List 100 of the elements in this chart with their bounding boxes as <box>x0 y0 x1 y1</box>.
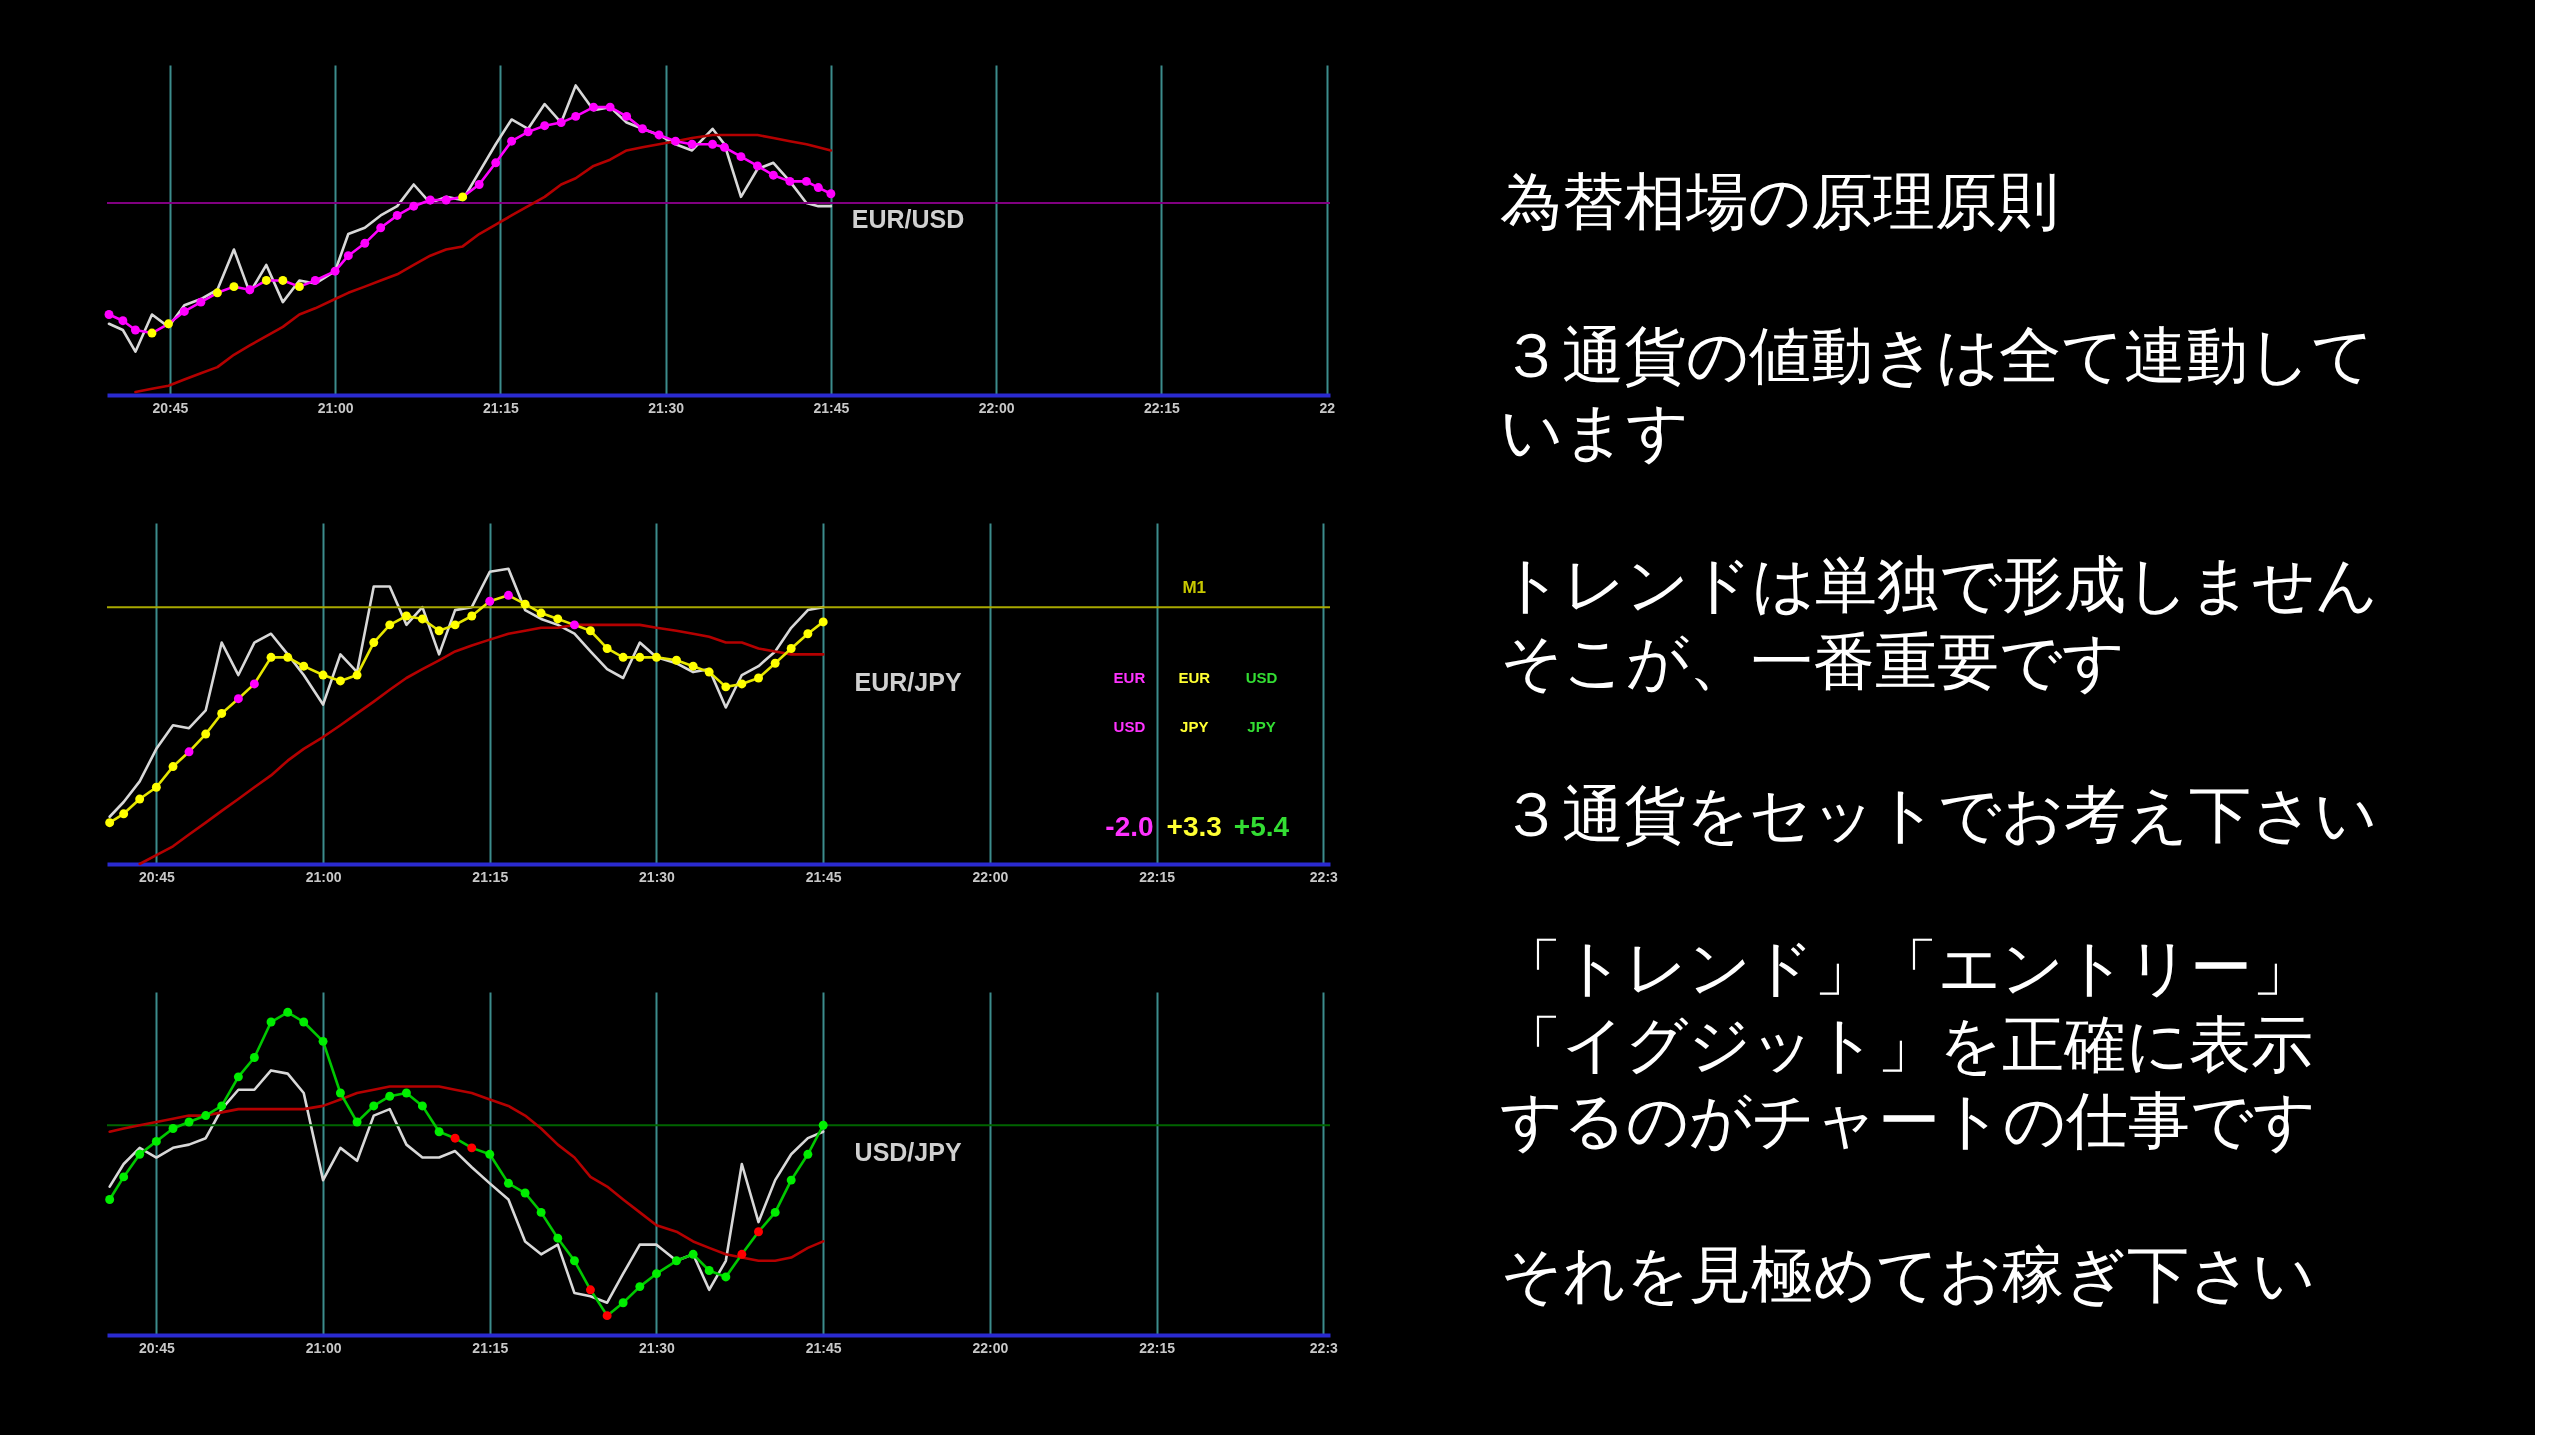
point <box>635 1282 645 1292</box>
point <box>434 626 444 636</box>
point <box>571 111 581 121</box>
point <box>801 176 811 186</box>
point <box>385 620 395 630</box>
point <box>589 102 599 112</box>
x-tick-label: 21:30 <box>648 399 685 416</box>
point <box>672 1256 681 1266</box>
point <box>520 1188 530 1198</box>
point <box>266 652 276 662</box>
point <box>409 201 419 211</box>
x-tick-label: 22:3 <box>1309 868 1339 885</box>
point <box>652 652 661 662</box>
point <box>754 1227 763 1237</box>
point <box>266 1017 276 1027</box>
point <box>151 782 161 792</box>
point <box>119 809 129 819</box>
point <box>654 130 664 140</box>
x-tick-label: 21:00 <box>317 399 354 416</box>
point <box>130 325 140 335</box>
point <box>425 195 435 205</box>
x-tick-label: 22:00 <box>972 868 1009 885</box>
point <box>434 1127 444 1137</box>
point <box>818 617 828 627</box>
point <box>737 1249 747 1259</box>
point <box>417 1101 427 1111</box>
point <box>556 118 566 128</box>
annotation: USD/JPY <box>854 1138 962 1167</box>
point <box>343 251 353 261</box>
point <box>283 652 293 662</box>
x-tick-label: 20:45 <box>138 868 175 885</box>
point <box>201 1111 211 1121</box>
point <box>249 1053 259 1062</box>
point <box>310 276 320 285</box>
point <box>233 694 243 704</box>
point <box>785 176 795 186</box>
point <box>184 1117 194 1127</box>
point <box>474 180 484 189</box>
point <box>318 1036 328 1046</box>
point <box>318 670 328 680</box>
point <box>450 1133 460 1143</box>
point <box>441 195 451 205</box>
x-tick-label: 22 <box>1319 399 1336 416</box>
point <box>704 667 714 677</box>
point <box>754 673 763 683</box>
x-tick-label: 22:15 <box>1144 399 1181 416</box>
point <box>217 708 227 718</box>
annotation: JPY <box>1180 717 1209 735</box>
point <box>233 1072 243 1082</box>
annotation: +3.3 <box>1166 810 1222 842</box>
point <box>688 661 698 671</box>
point <box>401 1088 411 1098</box>
point <box>196 297 206 307</box>
point <box>672 655 681 665</box>
point <box>803 629 813 639</box>
point <box>520 599 530 609</box>
point <box>118 316 128 326</box>
point <box>536 608 546 618</box>
point <box>278 276 288 285</box>
point <box>335 1088 345 1098</box>
x-tick-label: 22:00 <box>978 399 1015 416</box>
text: それを見極めてお稼ぎ下さい <box>1500 1237 2315 1311</box>
point <box>485 596 495 606</box>
x-tick-label: 22:3 <box>1309 1339 1339 1356</box>
x-tick-label: 21:00 <box>305 1339 342 1356</box>
x-tick-label: 20:45 <box>152 399 189 416</box>
point <box>618 652 628 662</box>
point <box>104 310 114 319</box>
point <box>507 136 517 146</box>
point <box>786 1175 796 1185</box>
point <box>635 652 645 662</box>
point <box>184 747 194 757</box>
point <box>151 1136 161 1146</box>
point <box>385 1091 395 1101</box>
point <box>753 161 762 171</box>
x-tick-label: 21:15 <box>482 399 519 416</box>
point <box>392 210 402 220</box>
text: ３通貨の値動きは全て連動しています <box>1500 318 2374 469</box>
point <box>826 189 836 199</box>
x-tick-label: 21:30 <box>639 1339 676 1356</box>
point <box>523 127 533 137</box>
point <box>417 614 427 624</box>
point <box>105 1195 115 1204</box>
point <box>283 1007 293 1017</box>
point <box>569 620 579 630</box>
point <box>212 288 222 298</box>
point <box>618 1298 628 1308</box>
point <box>602 644 612 653</box>
point <box>352 1117 362 1127</box>
point <box>605 102 615 112</box>
point <box>553 1233 563 1243</box>
point <box>503 590 513 600</box>
point <box>688 1249 698 1259</box>
annotation: M1 <box>1182 577 1207 597</box>
point <box>652 1269 661 1279</box>
text: ３通貨をセットでお考え下さい <box>1500 777 2377 851</box>
point <box>721 1272 731 1282</box>
point <box>179 306 189 316</box>
point <box>335 676 345 686</box>
x-tick-label: 22:00 <box>972 1339 1009 1356</box>
